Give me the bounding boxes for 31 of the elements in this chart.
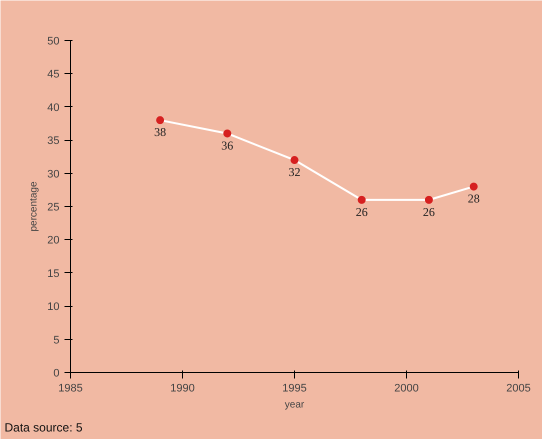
y-tick-label: 0	[53, 368, 60, 380]
y-tick-label: 40	[47, 102, 60, 114]
point	[156, 116, 164, 124]
x-tick-label: 1995	[282, 382, 307, 394]
x-tick-label: 2005	[506, 382, 531, 394]
y-tick-label: 10	[47, 301, 60, 314]
point	[424, 196, 433, 204]
y-tick-label: 50	[47, 36, 60, 48]
data-label: 28	[468, 192, 480, 206]
y-tick-label: 35	[47, 135, 60, 148]
y-tick-label: 20	[47, 234, 60, 247]
y-tick-label: 30	[47, 168, 60, 180]
y-axis-title: percentage	[28, 181, 40, 232]
y-tick-label: 45	[47, 68, 60, 81]
y-tick-label: 25	[47, 202, 60, 214]
source-note: Data source: 5	[4, 420, 83, 434]
x-tick-label: 1985	[58, 382, 83, 394]
y-tick-label: 5	[53, 334, 60, 346]
x-tick-label: 1990	[170, 382, 195, 394]
y-tick-label: 15	[47, 268, 60, 280]
data-label: 26	[422, 204, 435, 219]
point	[358, 196, 366, 204]
point	[223, 129, 232, 138]
data-label: 32	[288, 165, 300, 180]
data-label: 26	[356, 204, 368, 219]
data-label: 38	[154, 125, 166, 140]
x-axis-title: year	[284, 400, 305, 410]
data-label: 36	[221, 138, 234, 152]
point	[290, 156, 298, 164]
point	[470, 182, 478, 191]
x-tick-label: 2000	[394, 382, 419, 394]
